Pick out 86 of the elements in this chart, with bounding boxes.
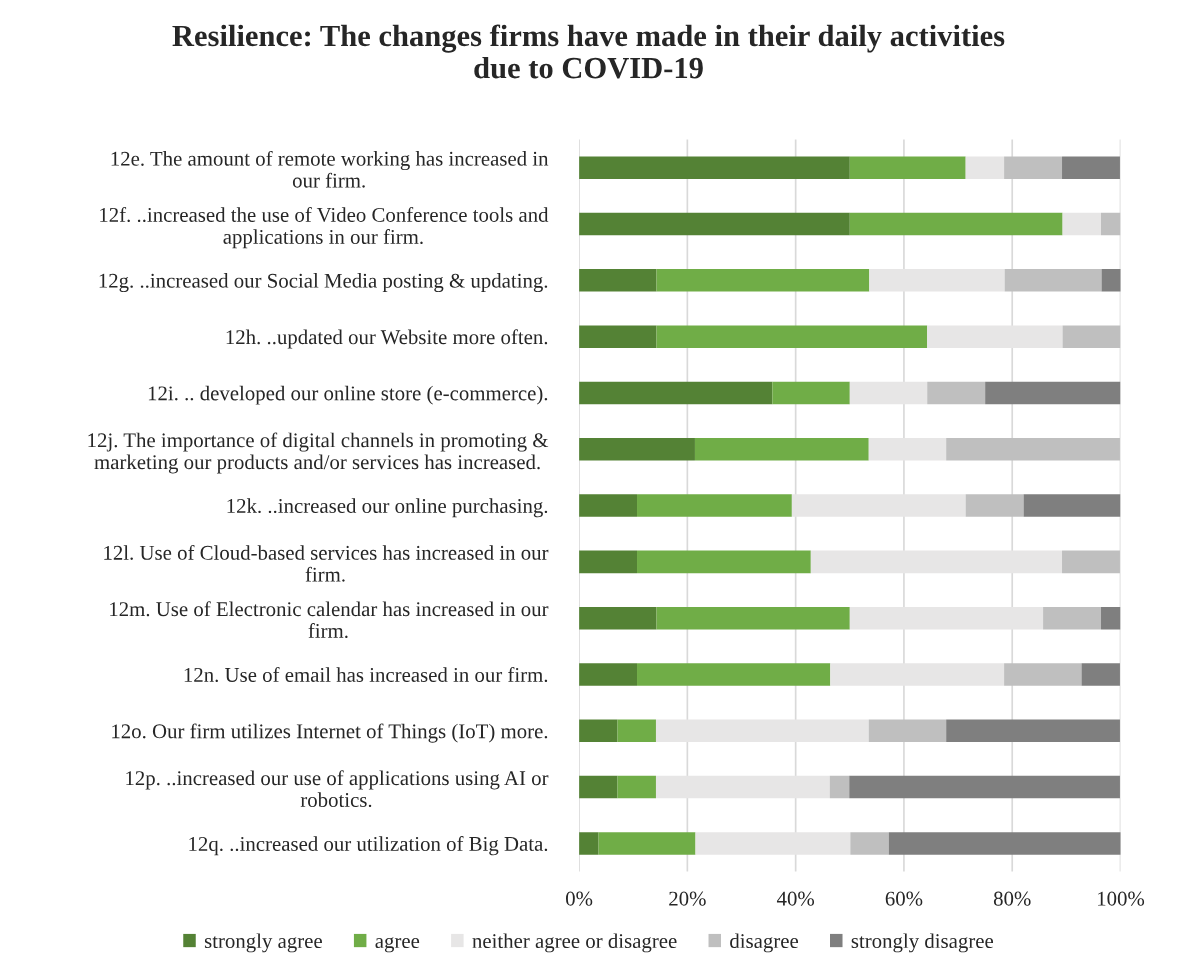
bar xyxy=(830,663,1005,686)
bar xyxy=(1081,663,1120,686)
bar xyxy=(849,156,966,179)
bar xyxy=(579,550,638,574)
x-tick-label: 0% xyxy=(565,891,593,906)
y-tick-label: 12l. Use of Cloud-based services has increased in our firm. xyxy=(104,544,549,582)
bar xyxy=(694,438,869,461)
bar xyxy=(849,212,1063,236)
x-tick-label: 40% xyxy=(776,891,815,906)
bar xyxy=(965,494,1024,517)
bar xyxy=(655,719,869,743)
bar xyxy=(617,775,656,799)
bar xyxy=(656,606,850,630)
y-tick-label: 12p. ..increased our use of applications using AI or robotics. xyxy=(126,770,549,808)
bar xyxy=(579,156,850,179)
bar xyxy=(579,663,638,686)
y-tick-label: 12q. ..increased our utilization of Big Data. xyxy=(189,836,548,856)
y-tick-label: 12k. ..increased our online purchasing. xyxy=(227,498,548,518)
bar xyxy=(1062,156,1120,179)
bar xyxy=(1062,550,1120,574)
bar xyxy=(1004,156,1063,179)
bar xyxy=(965,156,1005,179)
bar xyxy=(868,719,947,743)
bar xyxy=(869,269,1005,292)
legend-label: disagree xyxy=(730,933,799,953)
y-tick-label: 12g. ..increased our Social Media posting & updating. xyxy=(99,273,548,293)
y-tick-label: 12n. Use of email has increased in our firm. xyxy=(184,667,548,683)
bar xyxy=(849,775,1120,799)
bar xyxy=(829,775,850,799)
bar xyxy=(579,212,850,236)
bar xyxy=(946,438,1120,461)
bar xyxy=(579,325,657,348)
y-tick-label: 12j. The importance of digital channels in promoting & marketing our products and/or services has increased. xyxy=(88,432,549,474)
bar xyxy=(868,438,947,461)
bar xyxy=(617,719,656,743)
bar xyxy=(888,832,1121,855)
bar xyxy=(791,494,966,517)
x-tick-label: 80% xyxy=(993,891,1031,906)
bar xyxy=(579,606,657,630)
bar xyxy=(1062,212,1102,236)
y-tick-label: 12m. Use of Electronic calendar has increased in our firm. xyxy=(110,601,549,639)
bar xyxy=(656,269,870,292)
y-tick-label: 12o. Our firm utilizes Internet of Things (IoT) more. xyxy=(112,723,548,743)
chart-title: Resilience: The changes firms have made in their daily activities due to COVID-19 xyxy=(172,24,1005,79)
legend-label: neither agree or disagree xyxy=(472,933,677,953)
bar xyxy=(695,832,851,855)
x-tick-label: 20% xyxy=(669,891,706,906)
bar xyxy=(1004,269,1102,292)
y-tick-label: 12e. The amount of remote working has increased in our firm. xyxy=(111,150,549,188)
bar xyxy=(1004,663,1082,686)
bar xyxy=(579,269,657,292)
bar xyxy=(655,775,830,799)
bar xyxy=(927,325,1063,348)
bar xyxy=(579,832,599,855)
bar xyxy=(598,832,696,855)
x-tick-label: 100% xyxy=(1098,891,1145,906)
bar xyxy=(849,381,928,405)
bar xyxy=(850,832,889,855)
bar xyxy=(656,325,928,348)
bar xyxy=(579,494,638,517)
bar xyxy=(985,381,1121,405)
bar xyxy=(1023,494,1121,517)
bar xyxy=(1101,606,1121,630)
y-tick-label: 12f. ..increased the use of Video Conference tools and applications in our firm. xyxy=(100,207,549,249)
bar xyxy=(579,719,618,743)
bar xyxy=(579,438,695,461)
y-tick-label: 12i. .. developed our online store (e-commerce). xyxy=(148,385,548,405)
legend-label: agree xyxy=(375,937,420,953)
bar xyxy=(579,381,773,405)
y-tick-label: 12h. ..updated our Website more often. xyxy=(226,329,548,349)
bar xyxy=(1101,212,1121,236)
bar xyxy=(810,550,1063,574)
bar xyxy=(637,494,792,517)
bar xyxy=(1043,606,1102,630)
bar xyxy=(946,719,1120,743)
bar xyxy=(637,663,831,686)
bar xyxy=(637,550,811,574)
bar xyxy=(849,606,1044,630)
bar xyxy=(579,775,618,799)
x-tick-label: 60% xyxy=(885,891,923,906)
legend-label: strongly agree xyxy=(204,933,322,953)
bar xyxy=(772,381,850,405)
bar xyxy=(1062,325,1121,348)
legend-label: strongly disagree xyxy=(851,933,994,953)
bar xyxy=(1101,269,1121,292)
bar xyxy=(927,381,986,405)
